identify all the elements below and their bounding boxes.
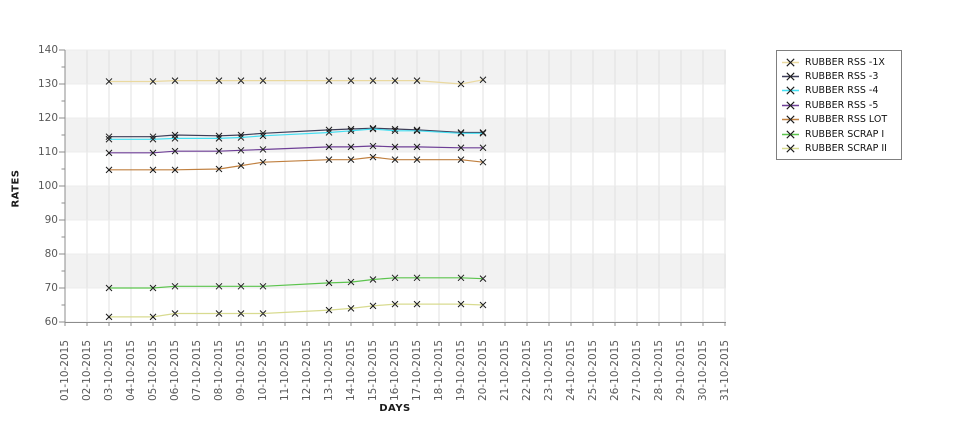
- series-markers-rubber-rss-4: [105, 125, 487, 143]
- legend-label: RUBBER SCRAP I: [805, 128, 885, 140]
- legend-marker-icon: [782, 115, 799, 124]
- x-tick-label: 09-10-2015: [235, 339, 247, 401]
- legend-item-rubber-rss-1x: RUBBER RSS -1X: [782, 55, 896, 69]
- x-tick-label: 01-10-2015: [59, 339, 71, 401]
- series-line-rubber-scrap-ii: [109, 303, 484, 318]
- x-tick-label: 17-10-2015: [411, 339, 423, 401]
- x-tick-label: 13-10-2015: [323, 339, 335, 401]
- x-tick-label: 08-10-2015: [213, 339, 225, 401]
- series-markers-rubber-scrap-i: [105, 274, 487, 292]
- legend-item-rubber-rss-4: RUBBER RSS -4: [782, 84, 896, 98]
- x-tick-label: 10-10-2015: [257, 339, 269, 401]
- y-tick-label: 80: [44, 248, 58, 260]
- legend-item-rubber-scrap-i: RUBBER SCRAP I: [782, 127, 896, 141]
- x-tick-label: 31-10-2015: [719, 339, 731, 401]
- y-tick-label: 120: [37, 112, 58, 124]
- legend-item-rubber-rss-5: RUBBER RSS -5: [782, 98, 896, 112]
- legend-label: RUBBER RSS -1X: [805, 56, 885, 68]
- x-tick-label: 15-10-2015: [367, 339, 379, 401]
- y-axis-title: RATES: [10, 169, 22, 208]
- series-markers-rubber-rss-3: [105, 124, 487, 141]
- x-tick-label: 06-10-2015: [169, 339, 181, 401]
- legend-marker-icon: [782, 72, 799, 81]
- legend-marker-icon: [782, 58, 799, 67]
- x-tick-label: 14-10-2015: [345, 339, 357, 401]
- y-tick-label: 70: [44, 282, 58, 294]
- legend-label: RUBBER RSS LOT: [805, 114, 888, 126]
- x-tick-label: 22-10-2015: [521, 339, 533, 401]
- x-tick-label: 28-10-2015: [653, 339, 665, 401]
- y-tick-label: 60: [44, 316, 58, 328]
- x-tick-label: 03-10-2015: [103, 339, 115, 401]
- axes: [59, 49, 726, 326]
- x-tick-label: 16-10-2015: [389, 339, 401, 401]
- x-tick-label: 29-10-2015: [675, 339, 687, 401]
- legend-label: RUBBER RSS -4: [805, 85, 879, 97]
- y-tick-label: 140: [37, 44, 58, 56]
- legend-label: RUBBER SCRAP II: [805, 143, 887, 155]
- legend-item-rubber-rss-3: RUBBER RSS -3: [782, 69, 896, 83]
- x-tick-label: 18-10-2015: [433, 339, 445, 401]
- y-tick-label: 90: [44, 214, 58, 226]
- x-tick-label: 19-10-2015: [455, 339, 467, 401]
- plot-area: [55, 46, 731, 332]
- x-tick-label: 21-10-2015: [499, 339, 511, 401]
- legend: RUBBER RSS -1X RUBBER RSS -3 RUBBER RSS -4…: [776, 50, 902, 160]
- y-tick-label: 100: [37, 180, 58, 192]
- series-line-rubber-rss-lot: [109, 156, 484, 171]
- legend-marker-icon: [782, 101, 799, 110]
- x-tick-label: 05-10-2015: [147, 339, 159, 401]
- x-tick-label: 25-10-2015: [587, 339, 599, 401]
- legend-item-rubber-rss-lot: RUBBER RSS LOT: [782, 113, 896, 127]
- plot-svg: [59, 49, 726, 326]
- legend-marker-icon: [782, 144, 799, 153]
- x-tick-label: 24-10-2015: [565, 339, 577, 401]
- legend-label: RUBBER RSS -3: [805, 71, 879, 83]
- x-tick-label: 12-10-2015: [301, 339, 313, 401]
- grid-horizontal: [65, 49, 726, 323]
- x-tick-label: 04-10-2015: [125, 339, 137, 401]
- series-markers-rubber-rss-lot: [105, 153, 487, 174]
- x-tick-label: 27-10-2015: [631, 339, 643, 401]
- legend-label: RUBBER RSS -5: [805, 99, 879, 111]
- x-tick-label: 07-10-2015: [191, 339, 203, 401]
- x-tick-label: 20-10-2015: [477, 339, 489, 401]
- x-tick-label: 30-10-2015: [697, 339, 709, 401]
- x-tick-label: 11-10-2015: [279, 339, 291, 401]
- legend-marker-icon: [782, 86, 799, 96]
- x-axis-title: DAYS: [379, 403, 411, 414]
- x-tick-label: 02-10-2015: [81, 339, 93, 401]
- series-markers-rubber-rss-5: [105, 142, 487, 157]
- legend-item-rubber-scrap-ii: RUBBER SCRAP II: [782, 141, 896, 155]
- series-markers-rubber-rss-1x: [105, 76, 487, 88]
- x-tick-label: 26-10-2015: [609, 339, 621, 401]
- series-markers-rubber-scrap-ii: [105, 300, 487, 321]
- y-tick-label: 130: [37, 78, 58, 90]
- legend-marker-icon: [782, 130, 799, 139]
- x-tick-label: 23-10-2015: [543, 339, 555, 401]
- y-tick-label: 110: [37, 146, 58, 158]
